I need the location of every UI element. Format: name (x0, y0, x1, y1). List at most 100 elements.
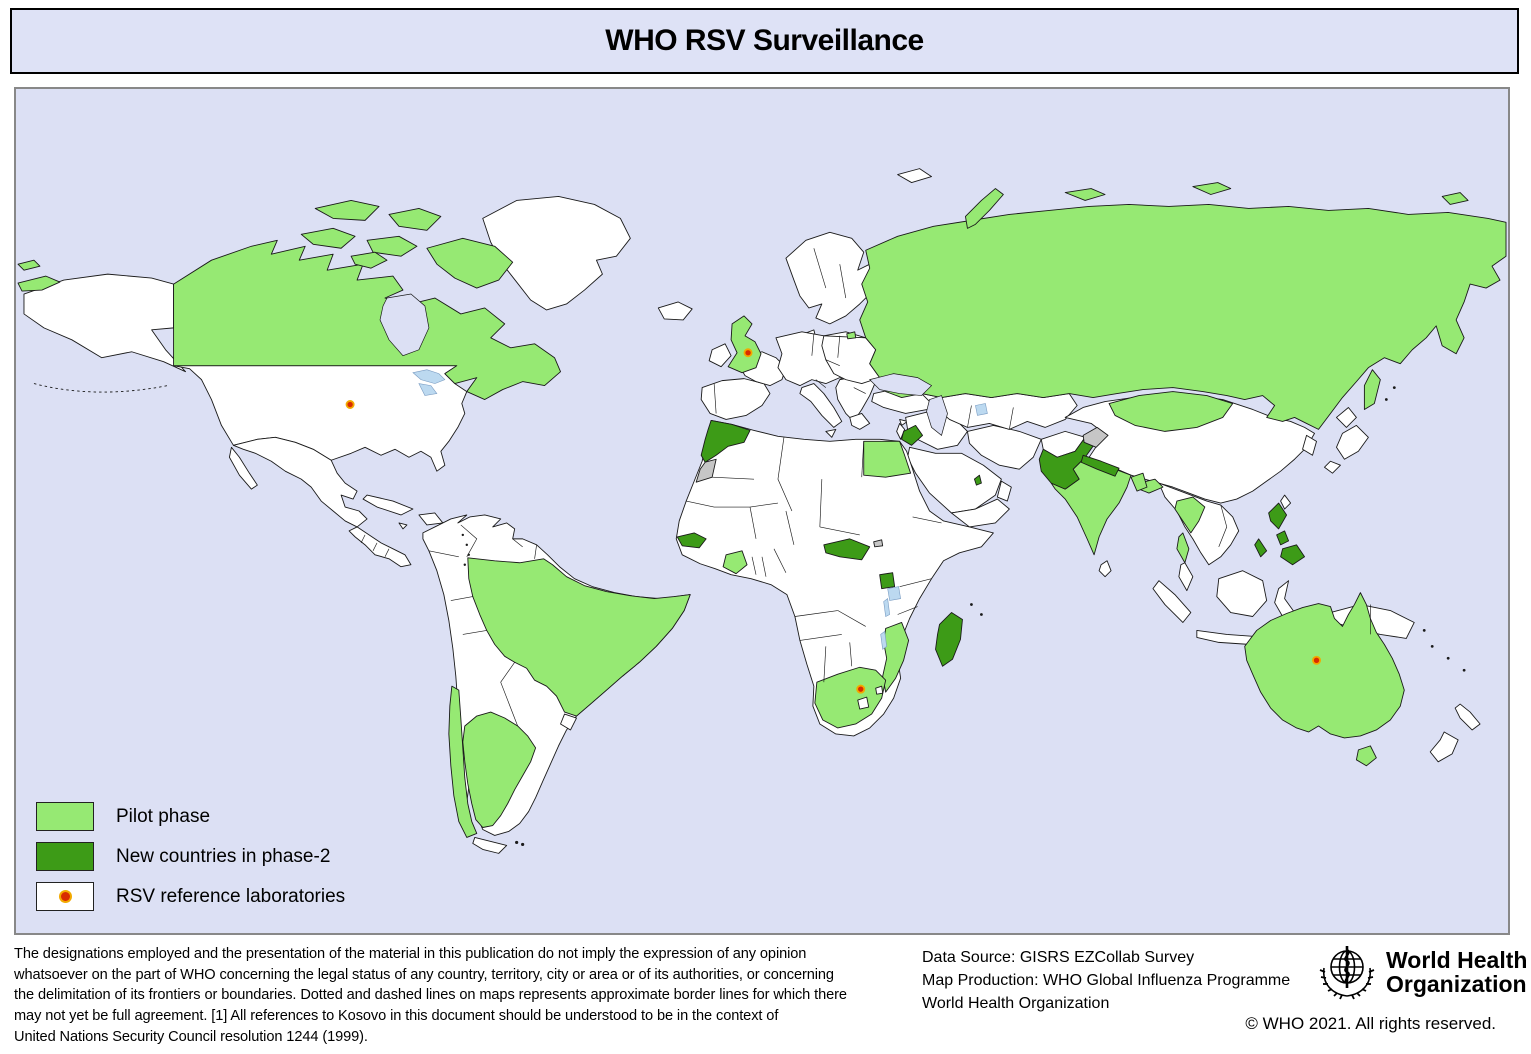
title-bar: WHO RSV Surveillance (10, 8, 1519, 74)
philippines-palawan (1254, 538, 1268, 558)
country-cote-divoire (722, 550, 748, 575)
country-jamaica (398, 522, 408, 530)
country-eswatini (875, 685, 884, 695)
country-greece (849, 413, 871, 430)
country-hispaniola (418, 512, 444, 526)
legend-label-labs: RSV reference laboratories (116, 885, 346, 907)
map-legend: Pilot phase New countries in phase-2 RSV… (36, 802, 345, 911)
country-sri-lanka (1098, 560, 1112, 578)
country-japan-kyushu (1324, 460, 1341, 474)
rsv-lab-dot-united-kingdom (743, 348, 753, 358)
great-lakes-west (412, 369, 446, 384)
region-svalbard (897, 168, 932, 184)
rsv-lab-dot-south-africa (856, 684, 866, 694)
region-central-america (348, 526, 412, 568)
small-islands (33, 383, 1466, 847)
country-pakistan (1038, 436, 1096, 490)
area-western-sahara (695, 458, 717, 483)
country-mexico (232, 436, 368, 528)
country-south-korea (1302, 434, 1317, 456)
island-sulawesi (1274, 580, 1296, 617)
great-lakes-east (418, 383, 438, 396)
phase2-countries (676, 419, 1305, 667)
island-sumatra (1152, 580, 1192, 623)
country-borders (360, 248, 1371, 727)
legend-item-pilot: Pilot phase (36, 802, 345, 831)
country-new-zealand-north (1454, 703, 1481, 731)
country-madagascar (935, 612, 963, 667)
country-usa (173, 365, 468, 472)
country-new-zealand-south (1429, 731, 1459, 763)
area-abyei (873, 539, 884, 548)
aral-sea (975, 403, 988, 416)
country-south-africa (814, 666, 887, 729)
russia-novaya-zemlya (965, 188, 1004, 229)
black-sea (869, 373, 933, 396)
russia-arctic-island-1 (1064, 188, 1106, 201)
copyright-text: © WHO 2021. All rights reserved. (1245, 1014, 1496, 1033)
country-taiwan (1280, 494, 1292, 510)
who-logo-text: World Health Organization (1386, 948, 1527, 996)
country-ireland (708, 343, 732, 368)
country-russia (859, 204, 1507, 430)
caspian-sea (926, 395, 948, 436)
who-logo-text-line1: World Health (1386, 947, 1528, 973)
philippines-visayas (1276, 530, 1290, 546)
who-logo-text-line2: Organization (1386, 971, 1527, 998)
legend-swatch-pilot (36, 802, 94, 831)
country-central-african-republic (823, 538, 871, 561)
country-russia-sliver2 (17, 259, 41, 271)
country-senegal (676, 532, 707, 549)
legend-swatch-phase2 (36, 842, 94, 871)
russia-arctic-island-2 (1192, 182, 1232, 195)
country-egypt (863, 440, 912, 478)
country-russia-kaliningrad (846, 331, 857, 340)
rsv-lab-dot-united-states (345, 400, 355, 409)
country-bangladesh (1130, 472, 1148, 492)
canada-arctic-island-1 (314, 200, 380, 221)
country-qatar (973, 474, 982, 486)
country-jordan (901, 424, 924, 446)
country-saudi-arabia (907, 446, 1002, 514)
legend-item-labs: RSV reference laboratories (36, 882, 345, 911)
area-kashmir (1082, 426, 1109, 448)
legend-label-pilot: Pilot phase (116, 805, 211, 827)
world-map (17, 168, 1507, 854)
page-title: WHO RSV Surveillance (605, 24, 924, 57)
data-source-text: Data Source: GISRS EZCollab Survey Map P… (922, 949, 1291, 1013)
country-uruguay (560, 713, 577, 731)
island-java (1196, 629, 1256, 645)
aleutian-islands (33, 383, 168, 393)
island-borneo (1216, 570, 1268, 617)
lab-dot-icon (60, 892, 70, 901)
water-bodies (379, 293, 988, 650)
country-nepal (1080, 454, 1120, 477)
legend-label-phase2: New countries in phase-2 (116, 845, 331, 867)
pilot-phase-countries (17, 182, 1507, 838)
legend-item-phase2: New countries in phase-2 (36, 842, 345, 871)
country-thailand (1174, 496, 1206, 534)
region-tierra-del-fuego (472, 837, 508, 854)
russia-sakhalin (1363, 369, 1381, 410)
country-russia-chukotka-sliver (17, 275, 61, 292)
canada-arctic-island-3 (300, 227, 356, 249)
country-uganda (879, 572, 896, 590)
country-morocco (700, 419, 751, 463)
country-cuba (362, 494, 414, 516)
country-japan-honshu (1336, 424, 1369, 460)
canada-arctic-island-2 (388, 207, 442, 231)
region-iberia (700, 378, 771, 420)
who-logo-icon (1319, 946, 1375, 1000)
canada-baffin-island (426, 237, 514, 289)
continent-africa (675, 419, 994, 737)
lake-malawi (880, 630, 887, 650)
country-japan-hokkaido (1336, 407, 1357, 428)
rsv-reference-lab-dots (345, 348, 1322, 694)
russia-wrangel-island (1441, 192, 1469, 205)
country-mongolia (1108, 391, 1234, 432)
philippines-mindanao (1280, 544, 1305, 566)
lake-victoria (887, 586, 901, 601)
lake-tanganyika (883, 598, 890, 617)
country-argentina (462, 711, 537, 828)
